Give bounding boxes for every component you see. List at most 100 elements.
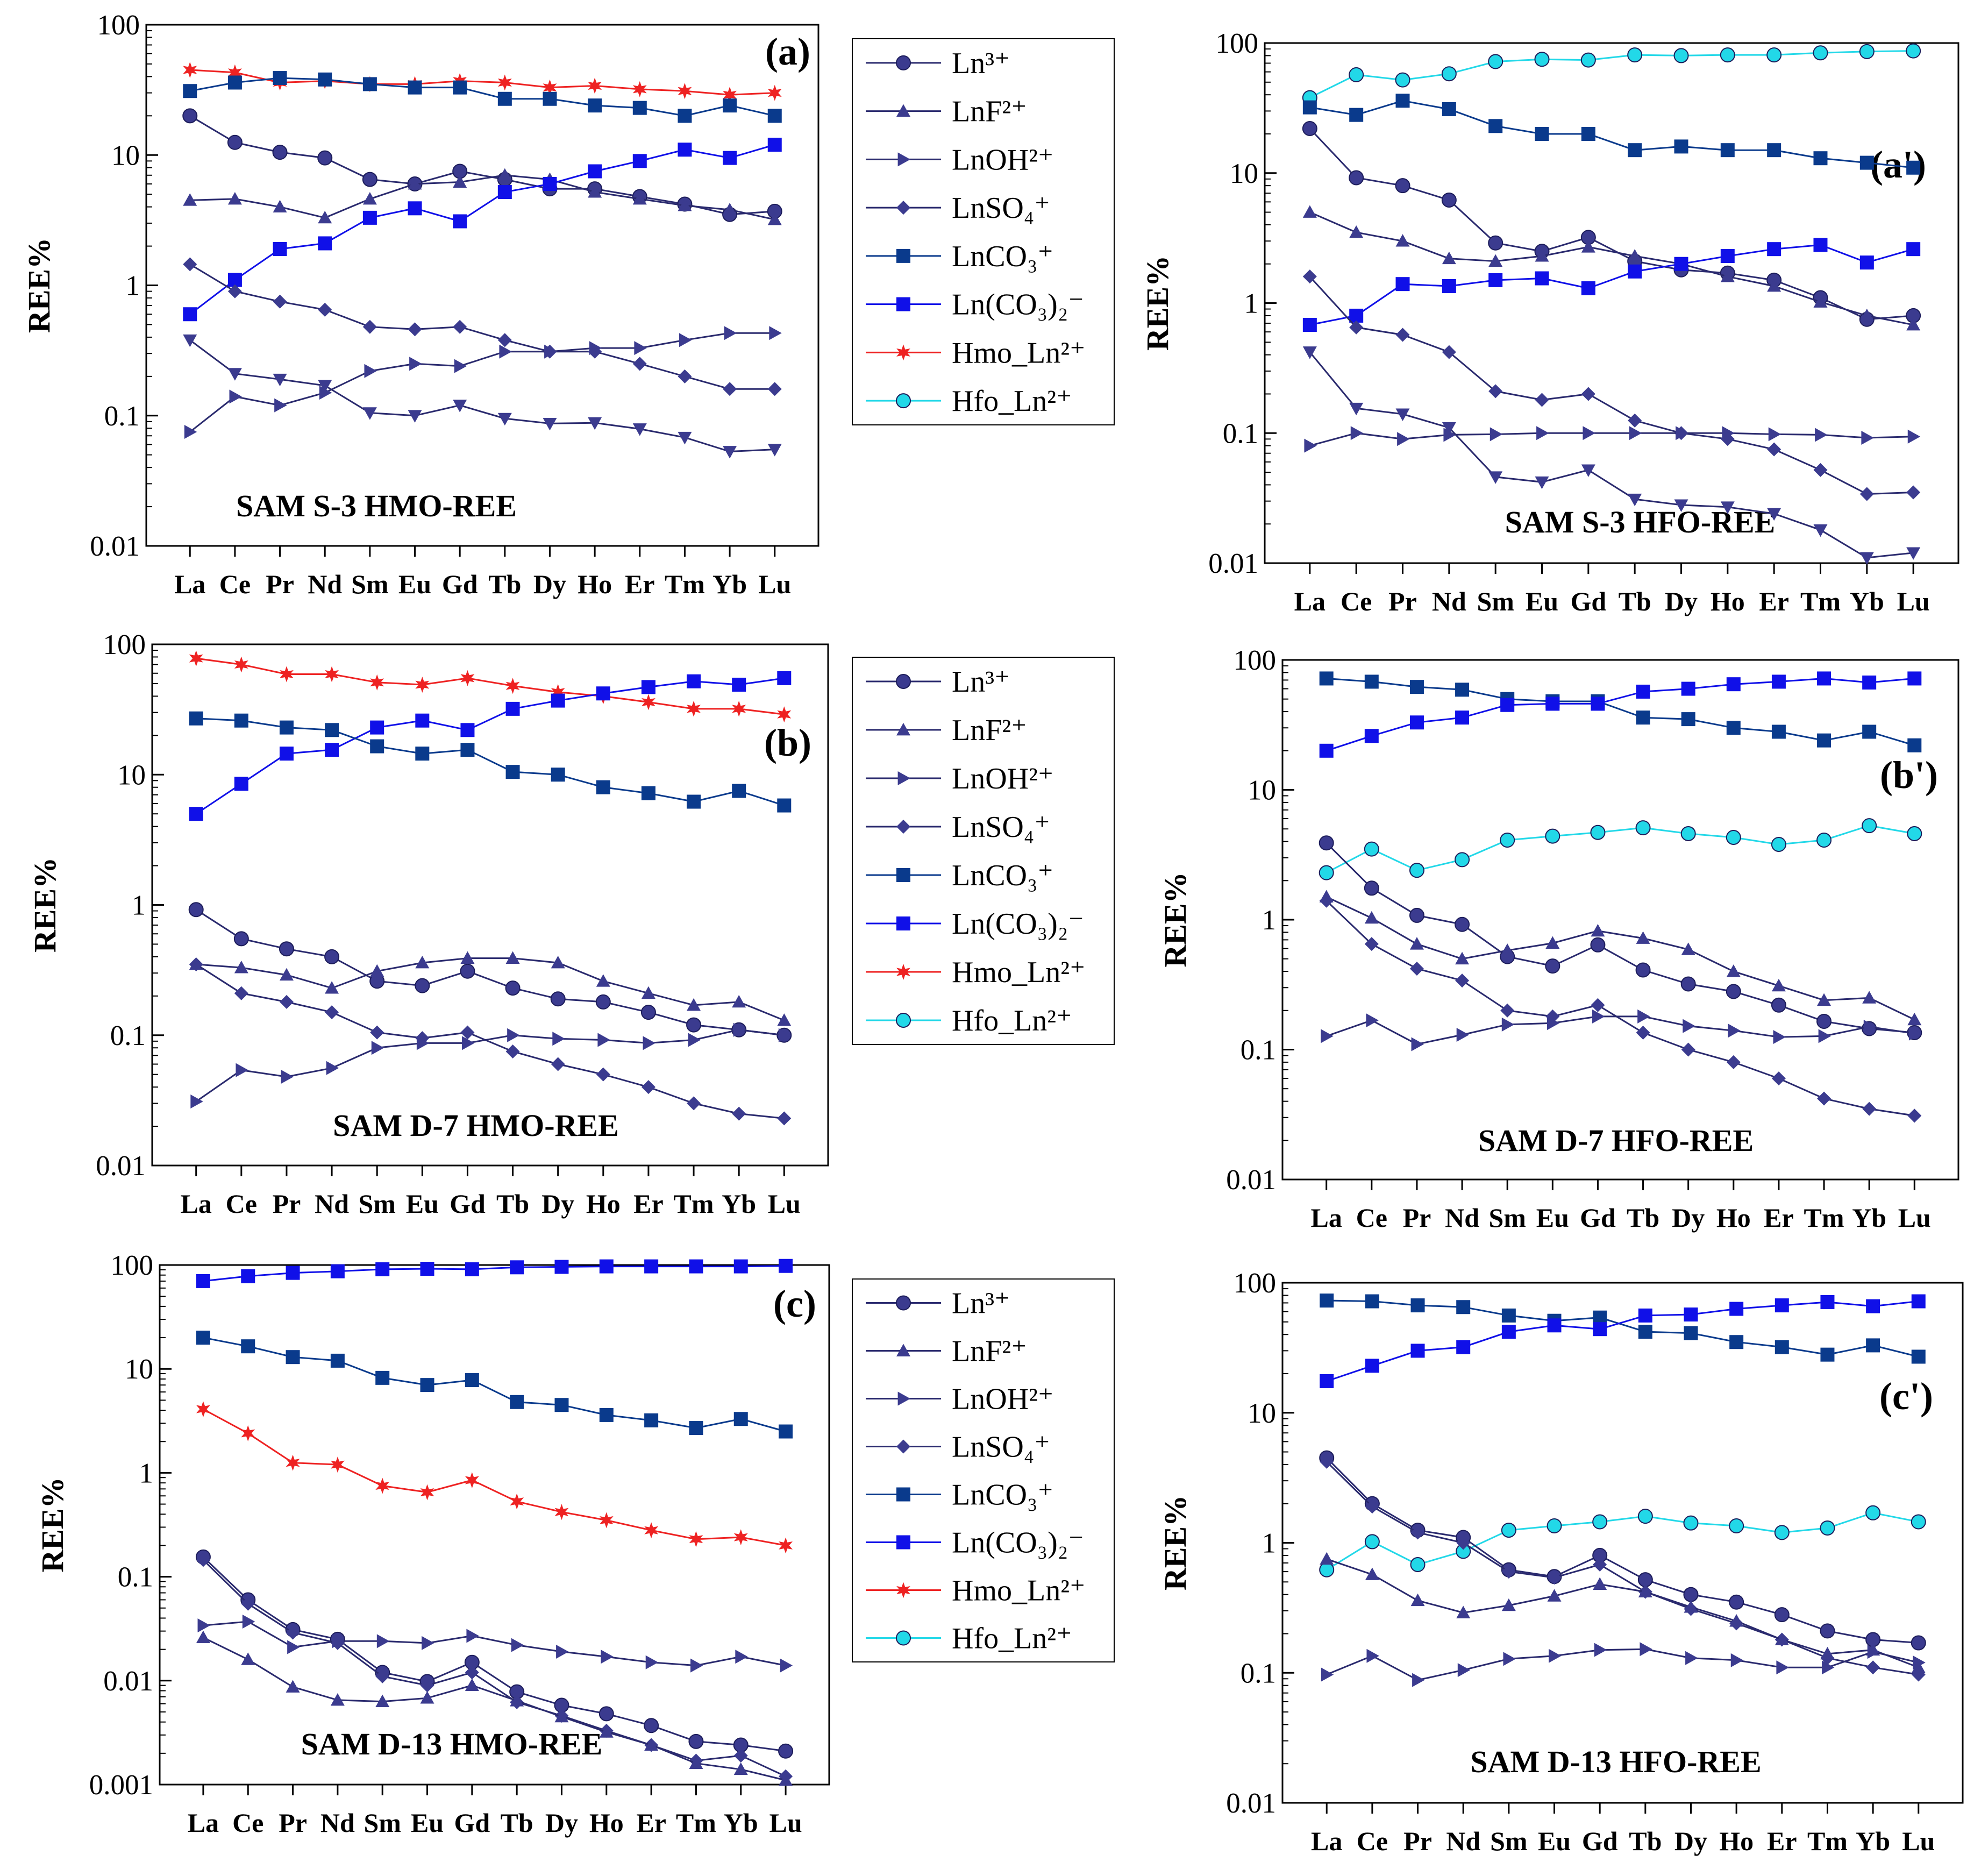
data-point (370, 1025, 384, 1040)
series-line (1309, 50, 1914, 98)
data-point (1859, 487, 1874, 501)
data-point (1580, 52, 1596, 68)
x-tick-label: Tm (1807, 1826, 1848, 1856)
data-point (733, 1022, 746, 1037)
legend-marker (896, 344, 910, 361)
data-point (1397, 432, 1410, 446)
series-lnco3 (1302, 94, 1921, 175)
data-point (286, 1454, 300, 1471)
data-point (588, 98, 602, 113)
data-point (229, 389, 242, 404)
data-point (732, 994, 746, 1008)
x-tick-label: Eu (406, 1189, 439, 1219)
data-point (1866, 1299, 1880, 1313)
data-point (370, 739, 384, 754)
data-point (1395, 234, 1410, 247)
y-tick-label: 0.1 (1241, 1035, 1276, 1066)
x-tick-label: Dy (545, 1808, 578, 1838)
x-tick-label: Lu (758, 569, 791, 599)
x-tick-label: Gd (450, 1189, 486, 1219)
chart-title: SAM D-7 HFO-REE (1478, 1123, 1754, 1158)
data-point (325, 1005, 339, 1020)
data-point (596, 1067, 610, 1082)
panel-label: (c) (773, 1282, 816, 1325)
data-point (1457, 1663, 1471, 1678)
data-point (273, 71, 287, 86)
legend-label-lnco3: LnCO₃⁺ (952, 240, 1053, 273)
data-point (318, 302, 332, 317)
x-tick-label: Gd (1570, 586, 1606, 616)
data-point (453, 175, 467, 188)
data-point (1673, 48, 1689, 63)
data-point (687, 674, 701, 688)
y-tick-label: 10 (1248, 1398, 1276, 1429)
data-point (690, 1658, 703, 1673)
series-line (190, 69, 775, 96)
y-tick-label: 100 (111, 1250, 154, 1281)
data-point (1365, 1359, 1379, 1373)
data-point (1590, 825, 1606, 840)
data-point (325, 743, 339, 757)
x-tick-label: Lu (769, 1808, 802, 1838)
data-point (1640, 1642, 1652, 1657)
data-point (1726, 1055, 1741, 1069)
data-point (1730, 1653, 1744, 1667)
data-point (1302, 205, 1317, 218)
data-point (462, 1036, 475, 1050)
series-lnoh (190, 1022, 792, 1108)
series-line (196, 957, 785, 1021)
y-axis-label: REE% (22, 238, 56, 333)
x-tick-label: Tb (496, 1189, 529, 1219)
data-point (735, 1650, 748, 1664)
legend-marker (896, 1295, 911, 1311)
data-point (767, 382, 782, 396)
series-line (1326, 678, 1915, 747)
data-point (324, 949, 340, 964)
data-point (1534, 52, 1550, 67)
y-axis-label: REE% (1140, 255, 1175, 351)
data-point (777, 706, 792, 723)
x-tick-label: Tb (1629, 1826, 1662, 1856)
data-point (1583, 426, 1595, 440)
data-point (460, 670, 475, 686)
data-point (505, 1044, 520, 1059)
data-point (1395, 408, 1410, 421)
data-point (422, 1636, 434, 1650)
y-tick-label: 100 (1234, 645, 1277, 676)
data-point (1726, 984, 1741, 999)
data-point (1771, 1071, 1786, 1086)
data-point (1813, 295, 1828, 308)
y-tick-label: 10 (125, 1354, 153, 1385)
legend-marker (896, 1487, 910, 1502)
data-point (505, 951, 520, 964)
data-point (1349, 108, 1364, 122)
data-point (1906, 43, 1921, 59)
data-point (460, 1025, 475, 1040)
data-point (420, 1378, 434, 1392)
data-point (551, 1057, 565, 1071)
data-point (330, 1693, 345, 1706)
data-point (1593, 1577, 1607, 1590)
data-point (1320, 1294, 1334, 1308)
data-point (1729, 1614, 1744, 1627)
legend-box (852, 1278, 1115, 1662)
data-point (599, 1512, 614, 1529)
series-line (189, 332, 775, 433)
data-point (241, 1652, 255, 1665)
data-point (1319, 671, 1334, 686)
data-point (1365, 1294, 1379, 1309)
data-point (1767, 242, 1781, 257)
legend-label-lnco32: Ln(CO₃)₂⁻ (952, 1526, 1084, 1560)
data-point (1681, 712, 1695, 727)
series-line (1309, 432, 1914, 447)
data-point (1364, 937, 1379, 951)
series-lnf (196, 1630, 793, 1786)
x-tick-label: Nd (1446, 1826, 1480, 1856)
data-point (1319, 835, 1334, 851)
x-tick-label: Tb (1627, 1203, 1659, 1233)
data-point (189, 650, 203, 667)
data-point (778, 1028, 792, 1042)
legend-marker (896, 964, 910, 980)
x-tick-label: Sm (351, 569, 388, 599)
data-point (554, 1398, 569, 1412)
